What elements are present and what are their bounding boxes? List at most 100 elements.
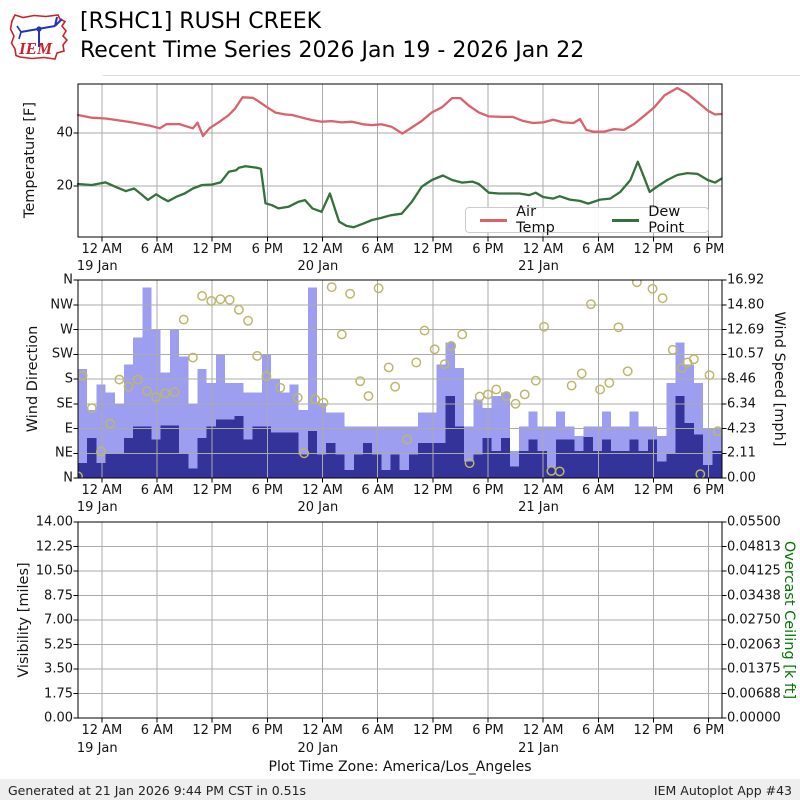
- y-tick-label-wind-dir: W: [60, 322, 73, 337]
- legend-item-air-temp: Air Temp: [480, 204, 568, 236]
- x-tick-label: 12 PM: [192, 483, 233, 498]
- y-tick-label-ceiling: 0.01375: [727, 661, 781, 677]
- dew-point-line-swatch: [612, 218, 640, 222]
- y-tick-label-visibility: 10.50: [35, 563, 73, 579]
- x-tick-label: 12 PM: [633, 242, 674, 257]
- x-date-label: 20 Jan: [297, 259, 339, 274]
- y-tick-label-wind-speed: 2.11: [727, 445, 756, 461]
- x-tick-label: 6 PM: [472, 723, 504, 738]
- x-date-label: 19 Jan: [76, 259, 118, 274]
- y-tick-label-ceiling: 0.00000: [727, 710, 781, 726]
- y-tick-label-visibility: 3.50: [44, 661, 73, 677]
- page-subtitle: Recent Time Series 2026 Jan 19 - 2026 Ja…: [80, 38, 585, 63]
- legend-label-dew-point: Dew Point: [648, 204, 685, 236]
- x-tick-label: 6 PM: [251, 723, 284, 738]
- x-tick-label: 6 AM: [361, 723, 394, 738]
- x-tick-label: 12 AM: [81, 723, 123, 738]
- x-tick-label: 6 PM: [472, 242, 504, 257]
- y-tick-label-visibility: 7.00: [44, 612, 73, 628]
- y-tick-label-temp: 40: [56, 125, 73, 141]
- ylabel-visibility: Visibility [miles]: [16, 562, 32, 678]
- x-tick-label: 6 PM: [251, 242, 284, 257]
- y-tick-label-ceiling: 0.04813: [727, 539, 781, 554]
- y-tick-label-ceiling: 0.03438: [727, 588, 781, 603]
- x-tick-label: 12 AM: [302, 723, 343, 738]
- y-tick-label-wind-speed: 6.34: [727, 396, 756, 412]
- x-tick-label: 12 AM: [81, 483, 123, 498]
- x-tick-label: 6 AM: [140, 483, 174, 498]
- generated-at-text: Generated at 21 Jan 2026 9:44 PM CST in …: [8, 783, 307, 798]
- x-date-label: 19 Jan: [76, 741, 118, 756]
- ylabel-wind-speed: Wind Speed [mph]: [771, 311, 787, 447]
- x-date-label: 21 Jan: [518, 500, 559, 515]
- legend-label-air-temp: Air Temp: [516, 204, 555, 236]
- page-title: [RSHC1] RUSH CREEK: [80, 9, 322, 34]
- timezone-note: Plot Time Zone: America/Los_Angeles: [268, 759, 532, 775]
- x-date-label: 20 Jan: [297, 741, 339, 756]
- y-tick-label-ceiling: 0.02063: [727, 637, 781, 652]
- x-tick-label: 12 PM: [192, 242, 233, 257]
- x-date-label: 19 Jan: [76, 500, 118, 515]
- x-tick-label: 6 AM: [582, 723, 615, 738]
- y-tick-label-wind-dir: S: [64, 371, 73, 387]
- ylabel-wind-direction: Wind Direction: [25, 325, 41, 433]
- header-divider: [103, 75, 800, 76]
- y-tick-label-wind-speed: 8.46: [727, 371, 756, 387]
- legend: Air Temp Dew Point: [465, 204, 709, 236]
- y-tick-label-wind-dir: E: [64, 421, 73, 436]
- x-tick-label: 6 AM: [140, 723, 174, 738]
- y-tick-label-wind-dir: SW: [51, 346, 73, 362]
- y-tick-label-wind-dir: SE: [56, 396, 73, 412]
- vane-hub: [36, 26, 42, 32]
- logo-text: IEM: [18, 39, 53, 58]
- x-tick-label: 12 PM: [633, 723, 674, 738]
- x-tick-label: 6 PM: [472, 483, 504, 498]
- x-tick-label: 6 AM: [140, 242, 174, 257]
- ylabel-temperature: Temperature [F]: [22, 101, 38, 219]
- y-tick-label-wind-speed: 0.00: [727, 470, 756, 486]
- x-tick-label: 12 PM: [633, 483, 674, 498]
- app-id-text: IEM Autoplot App #43: [653, 783, 792, 798]
- x-tick-label: 6 PM: [692, 483, 725, 498]
- y-tick-label-wind-dir: NW: [50, 297, 73, 313]
- y-tick-label-visibility: 0.00: [44, 710, 73, 726]
- x-tick-label: 12 AM: [81, 242, 123, 257]
- x-tick-label: 12 PM: [412, 483, 453, 498]
- y-tick-label-temp: 20: [56, 178, 73, 194]
- x-tick-label: 12 AM: [302, 242, 343, 257]
- x-tick-label: 12 PM: [412, 723, 453, 738]
- y-tick-label-wind-speed: 12.69: [727, 322, 765, 337]
- ylabel-overcast-ceiling: Overcast Ceiling [k ft]: [781, 540, 797, 700]
- y-tick-label-ceiling: 0.05500: [727, 514, 781, 530]
- air-temp-line-swatch: [480, 218, 508, 222]
- x-tick-label: 6 AM: [582, 483, 615, 498]
- x-tick-label: 12 AM: [522, 723, 564, 738]
- y-tick-label-wind-dir: NE: [55, 445, 73, 461]
- x-tick-label: 6 AM: [361, 483, 394, 498]
- y-tick-label-visibility: 1.75: [44, 686, 73, 701]
- y-tick-label-wind-speed: 4.23: [727, 421, 756, 436]
- x-tick-label: 6 PM: [692, 242, 725, 257]
- x-date-label: 21 Jan: [518, 259, 559, 274]
- y-tick-label-wind-dir: N: [63, 272, 73, 288]
- x-tick-label: 6 AM: [582, 242, 615, 257]
- y-tick-label-visibility: 8.75: [44, 588, 73, 603]
- y-tick-label-visibility: 5.25: [44, 637, 73, 652]
- x-date-label: 21 Jan: [518, 741, 559, 756]
- x-tick-label: 12 AM: [302, 483, 343, 498]
- x-tick-label: 6 PM: [692, 723, 725, 738]
- x-tick-label: 12 AM: [522, 242, 564, 257]
- legend-item-dew-point: Dew Point: [612, 204, 708, 236]
- y-tick-label-ceiling: 0.04125: [727, 563, 781, 579]
- y-tick-label-wind-speed: 14.80: [727, 297, 765, 313]
- y-tick-label-ceiling: 0.02750: [727, 612, 781, 628]
- y-tick-label-wind-speed: 10.57: [727, 346, 765, 362]
- x-tick-label: 6 PM: [251, 483, 284, 498]
- y-tick-label-wind-dir: N: [63, 470, 73, 486]
- x-date-label: 20 Jan: [297, 500, 339, 515]
- x-tick-label: 6 AM: [361, 242, 394, 257]
- y-tick-label-visibility: 14.00: [35, 514, 73, 530]
- footer-bar: [0, 779, 800, 800]
- y-tick-label-ceiling: 0.00688: [727, 686, 781, 701]
